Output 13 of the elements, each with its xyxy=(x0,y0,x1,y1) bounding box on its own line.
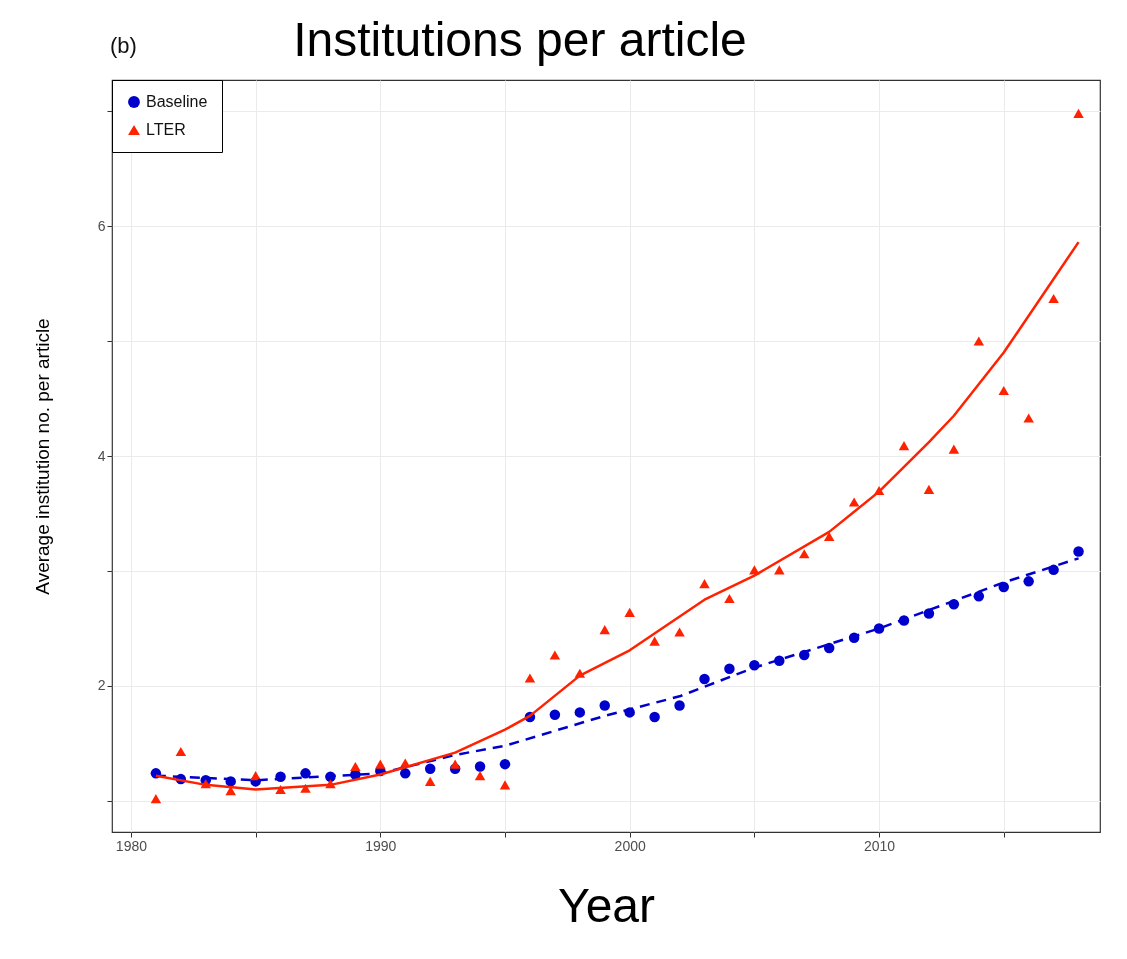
x-axis-title: Year xyxy=(558,878,656,932)
text: (b) xyxy=(110,33,137,58)
y-axis-title: Average institution no. per article xyxy=(31,318,53,595)
x-tick-label: 2010 xyxy=(863,837,896,854)
legend-label: Baseline xyxy=(146,93,208,110)
y-tick-label: 2 xyxy=(97,677,106,694)
chart-title: Institutions per article xyxy=(293,13,747,66)
x-tick-label: 1980 xyxy=(115,837,148,854)
y-tick-label: 6 xyxy=(97,217,106,234)
x-tick-label: 2000 xyxy=(614,837,646,854)
legend-label: LTER xyxy=(146,121,186,138)
x-tick-label: 1990 xyxy=(365,837,397,854)
y-tick-label: 4 xyxy=(97,447,106,464)
